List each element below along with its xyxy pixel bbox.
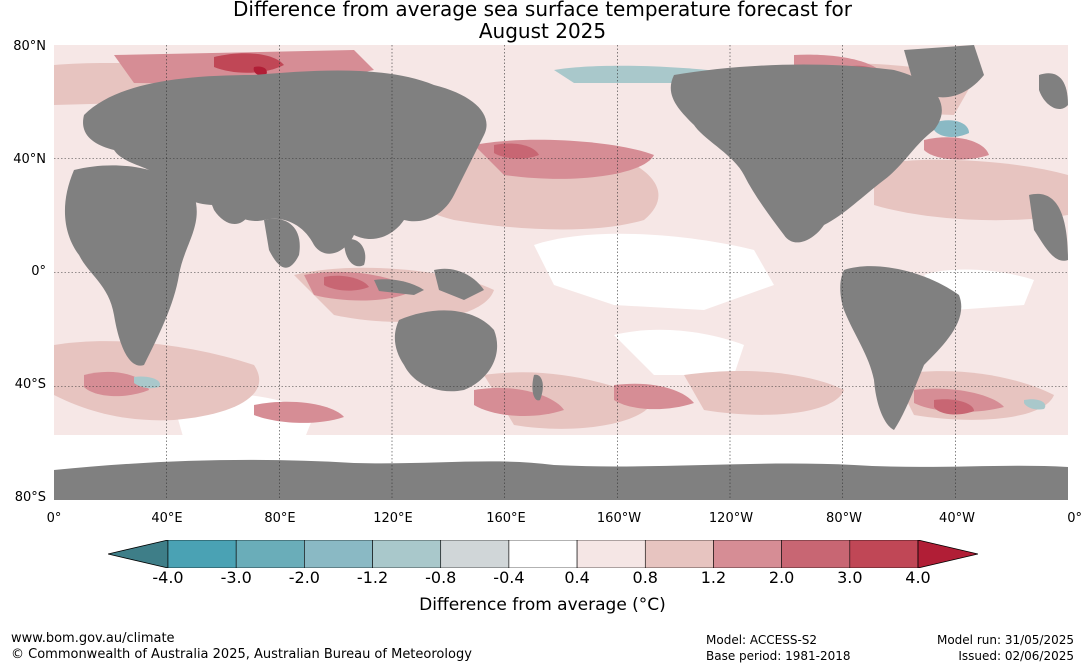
lon-label-160e: 160°E — [486, 511, 526, 526]
map-canvas — [54, 45, 1068, 500]
colorbar-segment — [372, 540, 442, 568]
footer-model: Model: ACCESS-S2 — [706, 633, 818, 647]
map-title-line2: August 2025 — [478, 19, 607, 43]
colorbar-tick-label: -0.8 — [425, 568, 457, 587]
lon-label-0-right: 0° — [1067, 511, 1082, 526]
colorbar-segment — [781, 540, 851, 568]
lat-label-80n: 80°N — [13, 39, 46, 54]
colorbar-tick-label: 0.8 — [632, 568, 658, 587]
lat-label-40s: 40°S — [14, 377, 46, 392]
colorbar-segment — [440, 540, 510, 568]
colorbar-segment — [576, 540, 646, 568]
colorbar-over-arrow — [917, 540, 978, 568]
colorbar-segment — [235, 540, 305, 568]
lon-label-0-left: 0° — [46, 511, 62, 526]
lon-label-40e: 40°E — [151, 511, 183, 526]
colorbar-tick-label: 2.0 — [768, 568, 795, 587]
footer-issued: Issued: 02/06/2025 — [958, 649, 1074, 663]
colorbar-segment — [304, 540, 373, 568]
lon-label-160w: 160°W — [596, 511, 642, 526]
lon-label-40w: 40°W — [939, 511, 975, 526]
colorbar-segment — [644, 540, 714, 568]
colorbar — [108, 540, 978, 568]
colorbar-tick-label: -3.0 — [220, 568, 252, 587]
lat-label-0: 0° — [31, 264, 46, 279]
footer-base-period: Base period: 1981-2018 — [706, 649, 851, 663]
map-title-line1: Difference from average sea surface temp… — [232, 0, 852, 21]
colorbar-label: Difference from average (°C) — [419, 595, 666, 615]
lon-label-120w: 120°W — [708, 511, 754, 526]
colorbar-tick-label: -0.4 — [493, 568, 525, 587]
colorbar-segment — [167, 540, 237, 568]
graticule — [54, 45, 1068, 500]
footer-website: www.bom.gov.au/climate — [11, 631, 175, 646]
colorbar-segment — [849, 540, 919, 568]
colorbar-tick-label: 0.4 — [564, 568, 590, 587]
colorbar-segment — [713, 540, 782, 568]
colorbar-tick-label: -1.2 — [356, 568, 389, 587]
footer-model-run: Model run: 31/05/2025 — [936, 633, 1074, 647]
land-masses — [54, 45, 1068, 500]
colorbar-tick-label: 4.0 — [905, 568, 931, 587]
colorbar-tick-label: 3.0 — [837, 568, 863, 587]
lat-label-40n: 40°N — [13, 152, 46, 167]
lon-label-120e: 120°E — [373, 511, 413, 526]
sst-anomaly-map — [54, 45, 1068, 500]
footer-copyright: © Commonwealth of Australia 2025, Austra… — [11, 647, 472, 662]
lon-label-80w: 80°W — [826, 511, 862, 526]
colorbar-tick-label: -2.0 — [288, 568, 320, 587]
lon-label-80e: 80°E — [264, 511, 296, 526]
colorbar-tick-label: -4.0 — [152, 568, 184, 587]
colorbar-segment — [508, 540, 578, 568]
colorbar-under-arrow — [108, 540, 169, 568]
colorbar-tick-label: 1.2 — [700, 568, 727, 587]
lat-label-80s: 80°S — [14, 490, 46, 505]
